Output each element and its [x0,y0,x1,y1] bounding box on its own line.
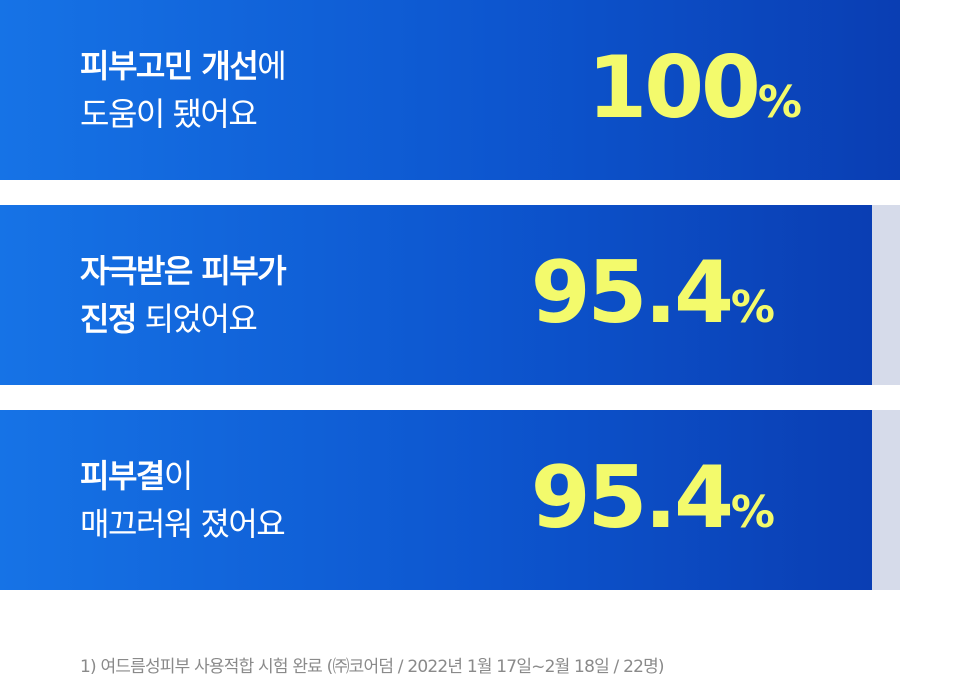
caption-text: 피부결 [80,457,165,495]
caption-text: 진정 [80,300,137,338]
stat-value: 95.4% [531,243,775,358]
caption-line: 매끄러워 졌어요 [80,500,286,548]
caption-text: 에 [257,47,286,85]
caption-line: 자극받은 피부가 [80,247,287,295]
value-number: 95.4 [530,243,734,343]
caption-line: 피부고민 개선에 [80,42,287,90]
caption-text: 되었어요 [135,300,258,338]
caption-text: 도움이 됐어요 [80,95,258,133]
value-unit: % [730,487,775,538]
stat-value: 100% [587,38,802,153]
value-unit: % [757,77,802,128]
caption-text: 이 [163,457,193,495]
caption-text: 자극받은 피부가 [80,252,287,290]
caption-text: 매끄러워 졌어요 [80,505,286,543]
caption-line: 피부결이 [80,452,284,500]
caption-line: 진정 되었어요 [80,295,285,343]
stat-value: 95.4% [531,448,775,563]
bar-tail [872,205,900,385]
caption-text: 피부고민 개선 [80,47,259,85]
value-number: 100 [587,38,761,138]
value-unit: % [730,282,775,333]
value-number: 95.4 [530,448,734,548]
footnote: 1) 여드름성피부 사용적합 시험 완료 (㈜코어덤 / 2022년 1월 17… [80,657,665,677]
caption-line: 도움이 됐어요 [80,90,285,138]
bar-tail [872,410,900,590]
